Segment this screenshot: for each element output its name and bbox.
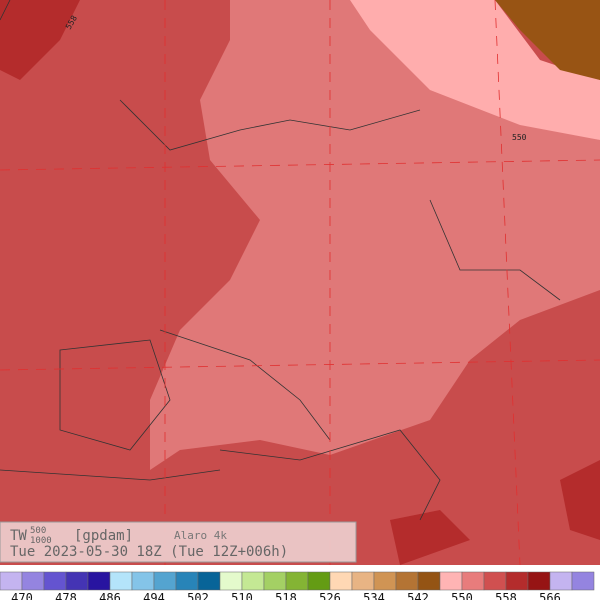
field-566 bbox=[390, 460, 600, 565]
colorbar-swatch bbox=[351, 571, 375, 591]
colorbar-swatch bbox=[329, 571, 353, 591]
colorbar-swatch bbox=[483, 571, 507, 591]
colorbar-swatch bbox=[153, 571, 177, 591]
borders bbox=[0, 0, 561, 521]
colorbar-swatch bbox=[439, 571, 463, 591]
colorbar-label: 566 bbox=[539, 591, 561, 600]
colorbar-label: 478 bbox=[55, 591, 77, 600]
unit: [gpdam] bbox=[74, 528, 133, 544]
colorbar-swatch bbox=[395, 571, 419, 591]
field-name: TW bbox=[10, 528, 27, 544]
colorbar-label: 558 bbox=[495, 591, 517, 600]
colorbar-label: 470 bbox=[11, 591, 33, 600]
lower-level: 1000 bbox=[30, 536, 52, 546]
date: Tue 2023-05-30 18Z (Tue 12Z+006h) bbox=[10, 544, 288, 560]
colorbar-swatch bbox=[197, 571, 221, 591]
colorbar-swatch bbox=[571, 571, 595, 591]
colorbar-swatch bbox=[417, 571, 441, 591]
colorbar-swatch bbox=[43, 571, 67, 591]
colorbar-swatch bbox=[505, 571, 529, 591]
colorbar-label: 510 bbox=[231, 591, 253, 600]
colorbar-swatch bbox=[87, 571, 111, 591]
colorbar-label: 542 bbox=[407, 591, 429, 600]
colorbar-swatch bbox=[549, 571, 573, 591]
colorbar-swatch bbox=[175, 571, 199, 591]
colorbar-label: 534 bbox=[363, 591, 385, 600]
colorbar-swatch bbox=[241, 571, 265, 591]
colorbar-swatch bbox=[527, 571, 551, 591]
colorbar-swatch bbox=[263, 571, 287, 591]
colorbar-label: 502 bbox=[187, 591, 209, 600]
upper-level: 500 bbox=[30, 526, 46, 536]
colorbar-swatch bbox=[109, 571, 133, 591]
contour-label: 550 bbox=[512, 133, 527, 142]
colorbar-label: 526 bbox=[319, 591, 341, 600]
colorbar-label: 494 bbox=[143, 591, 165, 600]
field-534 bbox=[495, 0, 600, 80]
colorbar-swatch bbox=[131, 571, 155, 591]
field-550 bbox=[150, 0, 600, 470]
colorbar-label: 518 bbox=[275, 591, 297, 600]
colorbar-swatch bbox=[65, 571, 89, 591]
colorbar-swatch bbox=[307, 571, 331, 591]
colorbar-swatch bbox=[21, 571, 45, 591]
colorbar-swatch bbox=[0, 571, 23, 591]
colorbar-swatch bbox=[219, 571, 243, 591]
colorbar-swatch bbox=[461, 571, 485, 591]
field-542 bbox=[350, 0, 600, 140]
colorbar-swatch bbox=[285, 571, 309, 591]
colorbar-label: 486 bbox=[99, 591, 121, 600]
field-566 bbox=[0, 0, 80, 80]
info-box bbox=[0, 521, 357, 563]
model: Alaro 4k bbox=[174, 529, 227, 542]
colorbar-label: 550 bbox=[451, 591, 473, 600]
colorbar-swatch bbox=[373, 571, 397, 591]
